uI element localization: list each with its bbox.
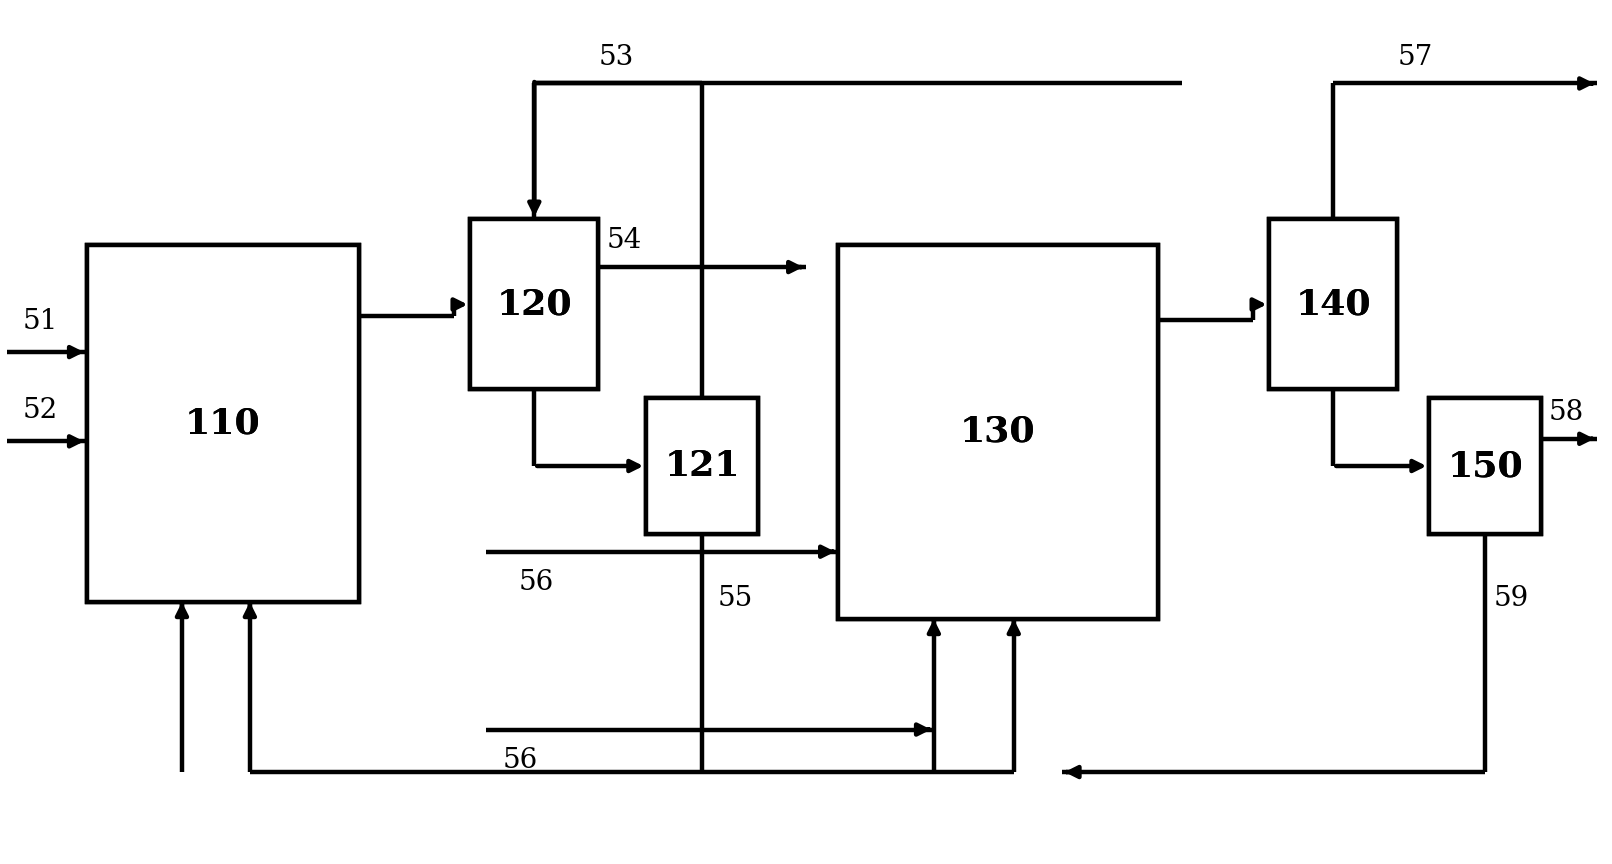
Text: 58: 58: [1549, 399, 1585, 426]
Text: 140: 140: [1296, 288, 1372, 321]
Text: 121: 121: [664, 449, 740, 483]
Text: 150: 150: [1448, 449, 1523, 483]
Text: 130: 130: [961, 415, 1035, 449]
FancyBboxPatch shape: [1270, 219, 1398, 390]
FancyBboxPatch shape: [471, 219, 598, 390]
Text: 56: 56: [519, 569, 553, 595]
FancyBboxPatch shape: [646, 398, 758, 534]
FancyBboxPatch shape: [471, 219, 598, 390]
Text: 110: 110: [185, 406, 261, 441]
Text: 120: 120: [496, 288, 572, 321]
FancyBboxPatch shape: [646, 398, 758, 534]
Text: 54: 54: [606, 227, 642, 254]
Text: 56: 56: [503, 746, 538, 773]
Text: 55: 55: [717, 585, 753, 612]
Text: 52: 52: [23, 397, 58, 424]
Text: 130: 130: [961, 415, 1035, 449]
Text: 53: 53: [598, 44, 634, 71]
FancyBboxPatch shape: [1270, 219, 1398, 390]
Text: 59: 59: [1493, 585, 1528, 612]
FancyBboxPatch shape: [838, 245, 1157, 619]
Text: 120: 120: [496, 288, 572, 321]
FancyBboxPatch shape: [87, 245, 358, 602]
Text: 150: 150: [1448, 449, 1523, 483]
Text: 51: 51: [23, 308, 58, 335]
FancyBboxPatch shape: [838, 245, 1157, 619]
FancyBboxPatch shape: [1430, 398, 1541, 534]
FancyBboxPatch shape: [87, 245, 358, 602]
FancyBboxPatch shape: [1430, 398, 1541, 534]
Text: 140: 140: [1296, 288, 1372, 321]
Text: 121: 121: [664, 449, 740, 483]
Text: 110: 110: [185, 406, 261, 441]
Text: 57: 57: [1398, 44, 1433, 71]
